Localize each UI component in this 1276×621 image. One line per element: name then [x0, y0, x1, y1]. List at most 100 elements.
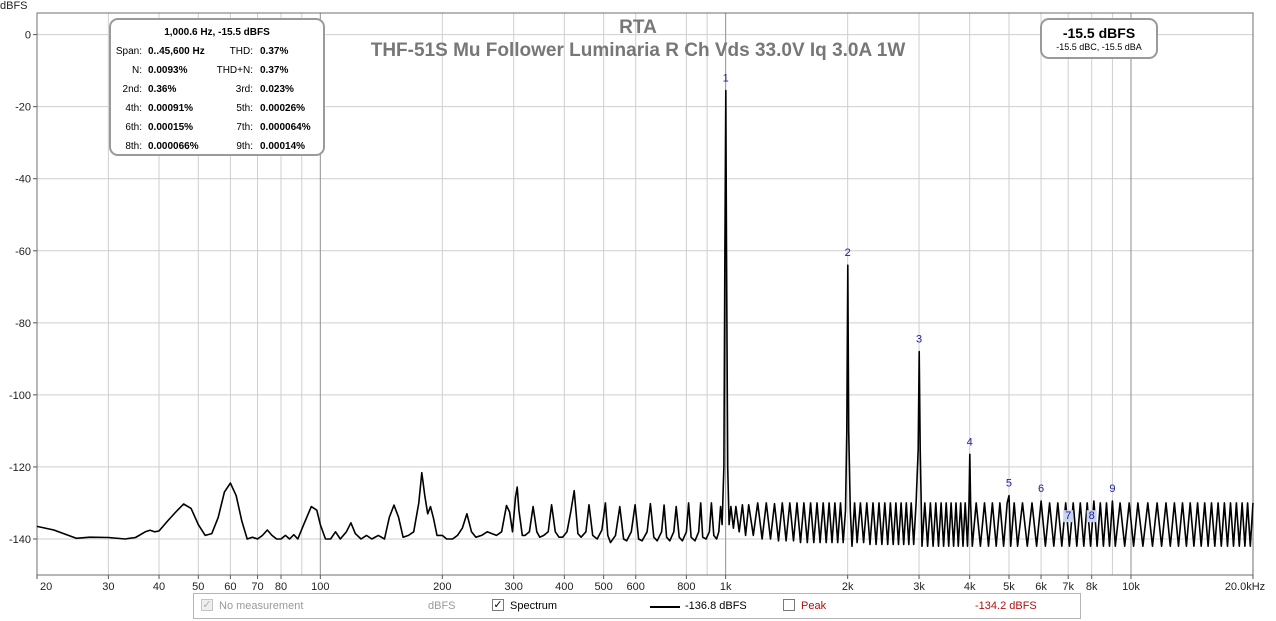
x-tick-label: 500: [594, 581, 612, 593]
harmonic-marker-label: 2: [845, 247, 851, 259]
spectrum-value: -136.8 dBFS: [685, 600, 747, 612]
stats-label: THD+N:: [216, 65, 253, 76]
x-tick-label: 20: [40, 581, 52, 593]
stats-row: 8th: 0.000066% 9th: 0.00014%: [111, 141, 323, 155]
distortion-stats-panel: 1,000.6 Hz, -15.5 dBFS Span: 0..45,600 H…: [109, 18, 325, 156]
y-tick-label: -40: [15, 174, 31, 186]
x-tick-label: 50: [192, 581, 204, 593]
chart-title: RTA: [619, 17, 657, 38]
harmonic-marker-label: 4: [967, 436, 973, 448]
stats-value: 0.0093%: [148, 65, 188, 76]
y-tick-label: -100: [9, 390, 31, 402]
y-axis-ticks: 0 -20 -40 -60 -80 -100 -120 -140: [9, 30, 37, 546]
y-tick-label: -20: [15, 102, 31, 114]
stats-row: Span: 0..45,600 Hz THD: 0.37%: [111, 46, 323, 60]
stats-value: 0.000064%: [260, 122, 311, 133]
spectrum-label: Spectrum: [510, 600, 558, 612]
harmonic-marker-label: 5: [1006, 478, 1012, 490]
stats-label: THD:: [229, 46, 253, 57]
x-tick-label: 40: [153, 581, 165, 593]
stats-label: 3rd:: [235, 84, 253, 95]
x-tick-label: 600: [627, 581, 645, 593]
check-mark-icon: ✓: [202, 599, 212, 611]
stats-value: 0.00015%: [148, 122, 194, 133]
stats-row: N: 0.0093% THD+N: 0.37%: [111, 65, 323, 79]
stats-value: 0.36%: [148, 84, 177, 95]
x-tick-label: 60: [224, 581, 236, 593]
harmonic-marker-box: [1063, 510, 1074, 523]
stats-value: 0..45,600 Hz: [148, 46, 205, 57]
check-mark-icon: ✓: [493, 599, 503, 611]
stats-label: N:: [132, 65, 142, 76]
x-tick-label: 100: [311, 581, 329, 593]
x-axis-ticks: 20 30 40 50 60 70 80 100 200 300 400 500 600 800 1k 2k 3…: [36, 575, 1265, 593]
no-measurement-unit: dBFS: [428, 600, 456, 612]
harmonic-marker-label: 8: [1089, 510, 1095, 522]
stats-value: 0.37%: [260, 46, 289, 57]
stats-row: 4th: 0.00091% 5th: 0.00026%: [111, 103, 323, 117]
y-tick-label: -120: [9, 462, 31, 474]
peak-label: Peak: [801, 600, 827, 612]
plot-frame: [36, 12, 1254, 576]
x-tick-label: 20.0kHz: [1225, 581, 1265, 593]
spectrum-checkbox[interactable]: ✓: [492, 599, 504, 611]
harmonic-markers: 1 2 3 4 5 6 7 8 9: [723, 72, 1116, 522]
harmonic-marker-label: 1: [723, 72, 729, 84]
harmonic-marker-label: 9: [1109, 483, 1115, 495]
x-tick-label: 200: [433, 581, 451, 593]
stats-value: 0.00014%: [260, 141, 306, 152]
x-tick-label: 3k: [913, 581, 925, 593]
stats-value: 0.00026%: [260, 103, 306, 114]
y-tick-label: -80: [15, 318, 31, 330]
stats-value: 0.00091%: [148, 103, 194, 114]
spectrum-trace: [36, 89, 1254, 547]
peak-checkbox[interactable]: [783, 599, 795, 611]
chart-subtitle: THF-51S Mu Follower Luminaria R Ch Vds 3…: [371, 40, 906, 61]
stats-label: Span:: [115, 46, 142, 57]
y-tick-label: -60: [15, 246, 31, 258]
peak-value: -134.2 dBFS: [975, 600, 1037, 612]
spectrum-trace-group: [36, 89, 1254, 547]
harmonic-marker-label: 7: [1065, 510, 1071, 522]
level-readout-main: -15.5 dBFS: [1062, 25, 1136, 41]
stats-row: 6th: 0.00015% 7th: 0.000064%: [111, 122, 323, 136]
x-tick-label: 8k: [1086, 581, 1098, 593]
x-tick-label: 7k: [1062, 581, 1074, 593]
x-tick-label: 400: [555, 581, 573, 593]
stats-label: 7th:: [236, 122, 253, 133]
stats-row: 2nd: 0.36% 3rd: 0.023%: [111, 84, 323, 98]
no-measurement-label: No measurement: [219, 600, 304, 612]
harmonic-marker-label: 6: [1038, 483, 1044, 495]
stats-label: 4th:: [125, 103, 142, 114]
level-readout-panel: -15.5 dBFS -15.5 dBC, -15.5 dBA: [1040, 18, 1158, 59]
stats-value: 0.37%: [260, 65, 289, 76]
x-tick-label: 1k: [720, 581, 732, 593]
x-tick-label: 800: [677, 581, 695, 593]
stats-value: 0.000066%: [148, 141, 199, 152]
y-tick-label: -140: [9, 534, 31, 546]
x-tick-label: 80: [275, 581, 287, 593]
legend-bar: ✓ No measurement dBFS ✓ Spectrum -136.8 …: [193, 593, 1081, 619]
level-readout-weighted: -15.5 dBC, -15.5 dBA: [1056, 42, 1142, 52]
stats-label: 5th:: [236, 103, 253, 114]
x-tick-label: 6k: [1035, 581, 1047, 593]
x-tick-label: 30: [102, 581, 114, 593]
no-measurement-checkbox[interactable]: ✓: [201, 599, 213, 611]
x-tick-label: 70: [251, 581, 263, 593]
x-tick-label: 2k: [842, 581, 854, 593]
x-tick-label: 5k: [1003, 581, 1015, 593]
stats-label: 6th:: [125, 122, 142, 133]
x-tick-label: 10k: [1122, 581, 1140, 593]
stats-header: 1,000.6 Hz, -15.5 dBFS: [164, 27, 270, 38]
y-axis-unit-label: dBFS: [0, 0, 28, 12]
x-tick-label: 300: [505, 581, 523, 593]
stats-label: 9th:: [236, 141, 253, 152]
harmonic-marker-label: 3: [916, 334, 922, 346]
x-tick-label: 4k: [964, 581, 976, 593]
spectrum-line-swatch: [650, 606, 680, 608]
stats-label: 8th:: [125, 141, 142, 152]
stats-value: 0.023%: [260, 84, 294, 95]
y-tick-label: 0: [25, 30, 31, 42]
stats-label: 2nd:: [122, 84, 142, 95]
